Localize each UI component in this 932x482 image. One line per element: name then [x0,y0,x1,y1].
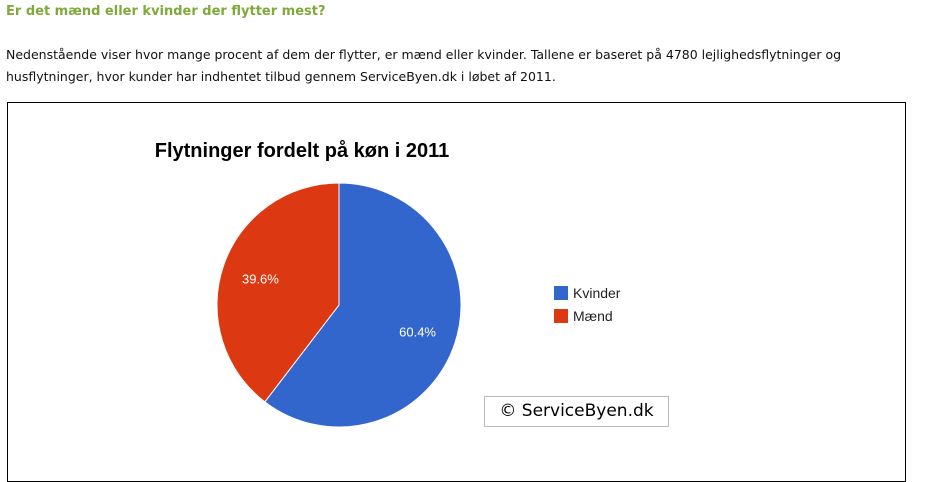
intro-text: Nedenstående viser hvor mange procent af… [6,47,842,84]
pie-chart: Flytninger fordelt på køn i 2011 60.4% 39… [155,139,621,428]
pie-slice-mænd[interactable] [216,182,340,403]
slice-label: 39.6% [242,271,279,286]
legend-swatch [554,286,568,300]
page-heading: Er det mænd eller kvinder der flytter me… [6,4,326,19]
legend-label: Kvinder [573,285,621,301]
pie-slice-kvinder[interactable] [264,182,462,428]
slice-label: 60.4% [399,325,436,340]
legend-label: Mænd [573,308,613,324]
copyright-box: © ServiceByen.dk [484,396,669,427]
legend-swatch [554,309,568,323]
chart-title: Flytninger fordelt på køn i 2011 [155,139,450,162]
